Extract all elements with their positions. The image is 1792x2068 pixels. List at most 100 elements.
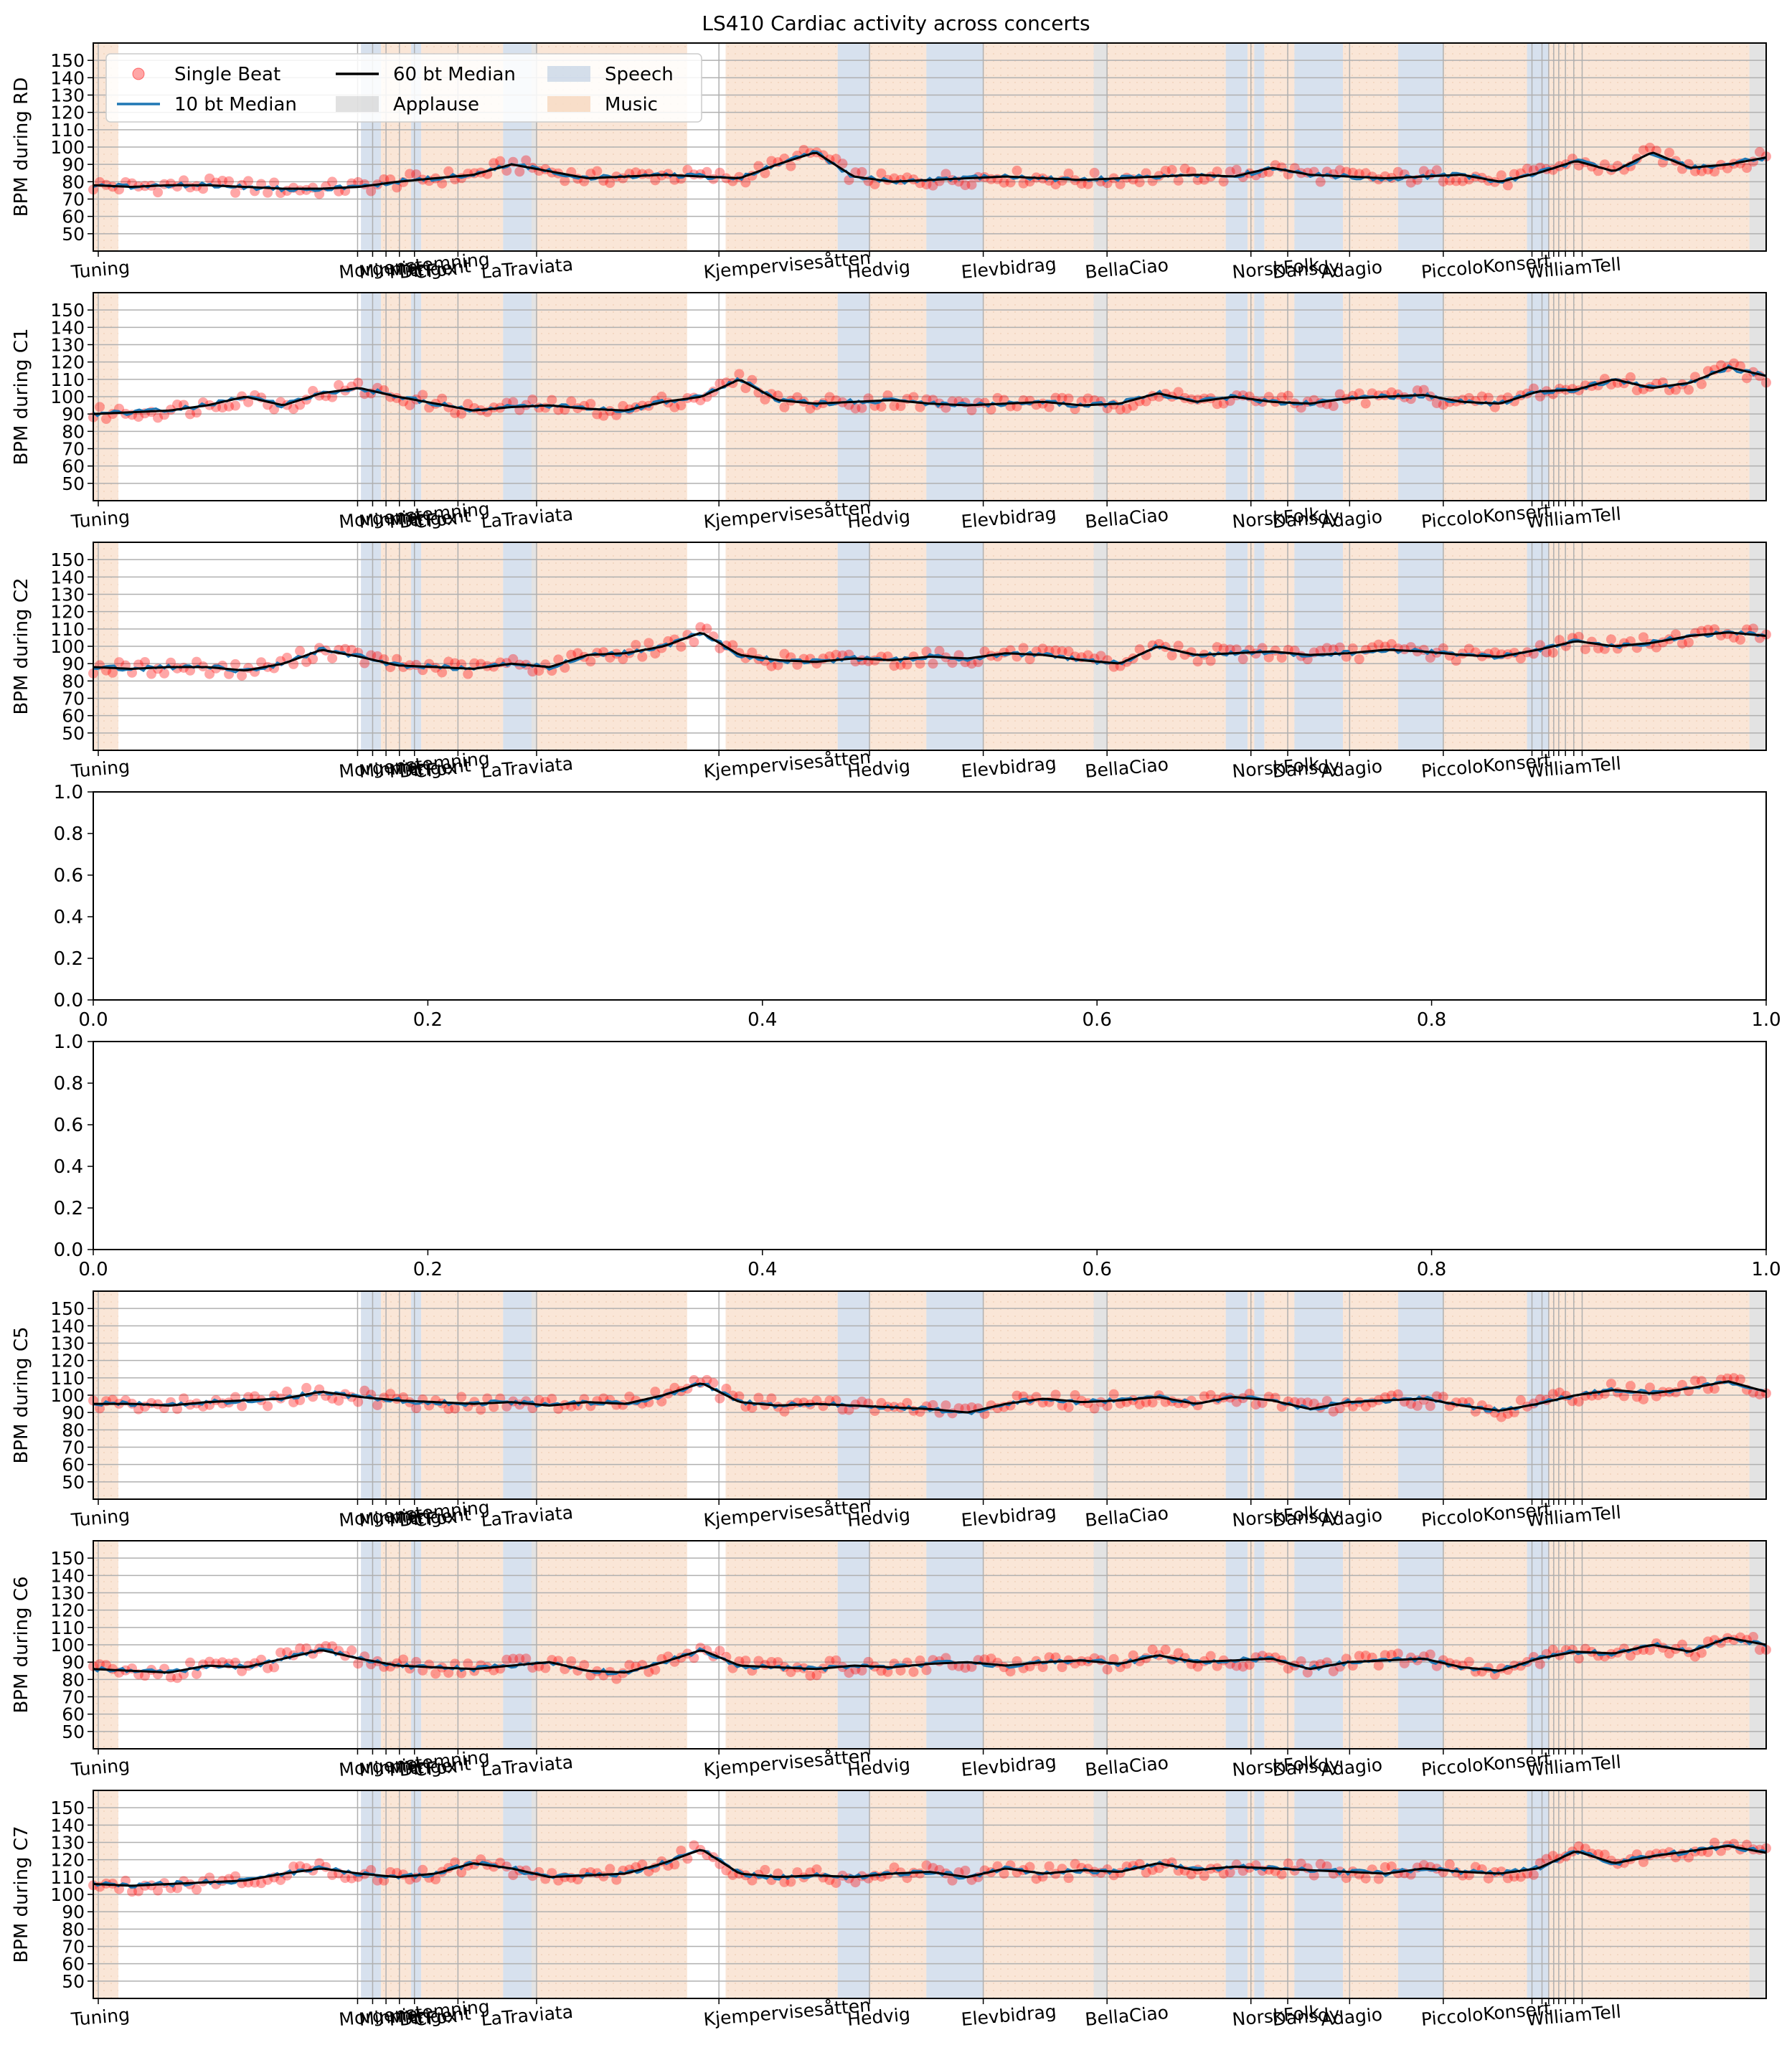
x-tick-label: 1.0: [1751, 1009, 1781, 1031]
single-beat-point: [230, 400, 241, 411]
x-tick-label: Mitt: [388, 259, 425, 283]
single-beat-point: [1605, 1378, 1616, 1389]
single-beat-point: [592, 166, 603, 176]
single-beat-point: [1438, 400, 1448, 410]
single-beat-point: [689, 1375, 699, 1386]
single-beat-point: [1334, 389, 1345, 400]
single-beat-point: [740, 1656, 751, 1666]
single-beat-point: [1386, 387, 1397, 397]
single-beat-point: [1199, 1391, 1209, 1402]
single-beat-point: [385, 1389, 396, 1399]
y-tick-label: 140: [50, 567, 85, 587]
single-beat-point: [1128, 400, 1138, 411]
y-tick-label: 50: [62, 1472, 85, 1493]
single-beat-point: [1237, 653, 1248, 664]
single-beat-point: [463, 1658, 473, 1669]
single-beat-point: [1347, 167, 1358, 178]
single-beat-point: [1748, 623, 1758, 634]
single-beat-point: [1070, 1859, 1080, 1869]
single-beat-point: [1083, 393, 1093, 404]
y-tick-label: 60: [62, 1704, 85, 1725]
single-beat-point: [1683, 1852, 1694, 1863]
single-beat-point: [1625, 1651, 1636, 1661]
grid: [93, 1291, 1766, 1499]
single-beat-point: [960, 180, 971, 191]
single-beat-point: [1696, 1648, 1707, 1658]
single-beat-point: [353, 176, 364, 187]
single-beat-point: [1141, 1397, 1151, 1407]
subplot-4: 0.0 0.2 0.4 0.6 0.8 1.0 0.0 0.2 0.4 0.6 0.8 1.0: [54, 782, 1781, 1031]
single-beat-point: [314, 1858, 325, 1869]
single-beat-point: [411, 1403, 422, 1414]
single-beat-point: [766, 1393, 777, 1404]
y-tick-label: 120: [50, 103, 85, 123]
single-beat-point: [256, 657, 267, 668]
single-beat-point: [1638, 1394, 1649, 1404]
single-beat-point: [1205, 1389, 1216, 1400]
single-beat-point: [689, 637, 699, 648]
single-beat-point: [327, 392, 338, 402]
y-tick-label: 140: [50, 67, 85, 88]
x-tick-label: Hedvig: [847, 2003, 911, 2030]
single-beat-point: [773, 660, 783, 671]
single-beat-point: [1670, 629, 1681, 640]
x-tick-label: BellaCiao: [1084, 1503, 1169, 1531]
single-beat-point: [1057, 1662, 1067, 1673]
single-beat-point: [198, 184, 209, 194]
single-beat-point: [1173, 641, 1184, 651]
single-beat-point: [1302, 1397, 1313, 1408]
single-beat-point: [1334, 642, 1345, 653]
single-beat-point: [598, 410, 609, 421]
single-beat-point: [450, 407, 461, 418]
single-beat-point: [405, 169, 415, 179]
single-beat-point: [792, 1867, 803, 1878]
single-beat-point: [301, 656, 312, 667]
x-tick-label: Minnie: [358, 506, 419, 532]
x-tick-label: 0.0: [78, 1009, 108, 1031]
legend-label: 60 bt Median: [393, 64, 516, 85]
single-beat-point: [727, 640, 738, 651]
single-beat-point: [1380, 1861, 1390, 1872]
single-beat-point: [1425, 1649, 1435, 1660]
single-beat-point: [534, 666, 544, 676]
single-beat-point: [669, 1859, 680, 1870]
x-tick-label: LaTraviata: [480, 254, 574, 283]
single-beat-point: [179, 1393, 189, 1404]
y-tick-label: 0.8: [54, 1073, 83, 1095]
single-beat-point: [301, 1382, 312, 1393]
single-beat-point: [1489, 647, 1500, 658]
y-tick-label: 110: [50, 369, 85, 390]
single-beat-point: [1199, 174, 1209, 185]
single-beat-point: [327, 653, 338, 664]
single-beat-point: [237, 1666, 247, 1676]
single-beat-point: [437, 667, 448, 678]
single-beat-point: [618, 400, 628, 411]
single-beat-point: [940, 169, 951, 179]
single-beat-point: [1451, 176, 1461, 187]
single-beat-point: [1347, 643, 1358, 653]
x-tick-label: Mitt: [388, 758, 425, 782]
single-beat-point: [1225, 166, 1235, 177]
single-beat-point: [1166, 164, 1177, 175]
single-beat-point: [476, 1404, 486, 1415]
single-beat-point: [1205, 656, 1216, 666]
single-beat-point: [1483, 392, 1494, 403]
single-beat-point: [960, 1865, 971, 1876]
single-beat-point: [1451, 656, 1461, 666]
single-beat-point: [346, 644, 357, 655]
single-beat-point: [489, 402, 499, 413]
single-beat-point: [966, 1402, 977, 1412]
single-beat-point: [366, 186, 377, 197]
single-beat-point: [1463, 1656, 1474, 1667]
single-beat-point: [1444, 1859, 1455, 1870]
single-beat-point: [1496, 170, 1506, 181]
single-beat-point: [1554, 635, 1565, 646]
single-beat-point: [1483, 1873, 1494, 1884]
single-beat-point: [1199, 1871, 1209, 1881]
single-beat-point: [1296, 1859, 1306, 1869]
single-beat-point: [1044, 1861, 1055, 1871]
single-beat-point: [527, 666, 538, 677]
single-beat-point: [1218, 1868, 1229, 1879]
single-beat-point: [1121, 403, 1132, 414]
